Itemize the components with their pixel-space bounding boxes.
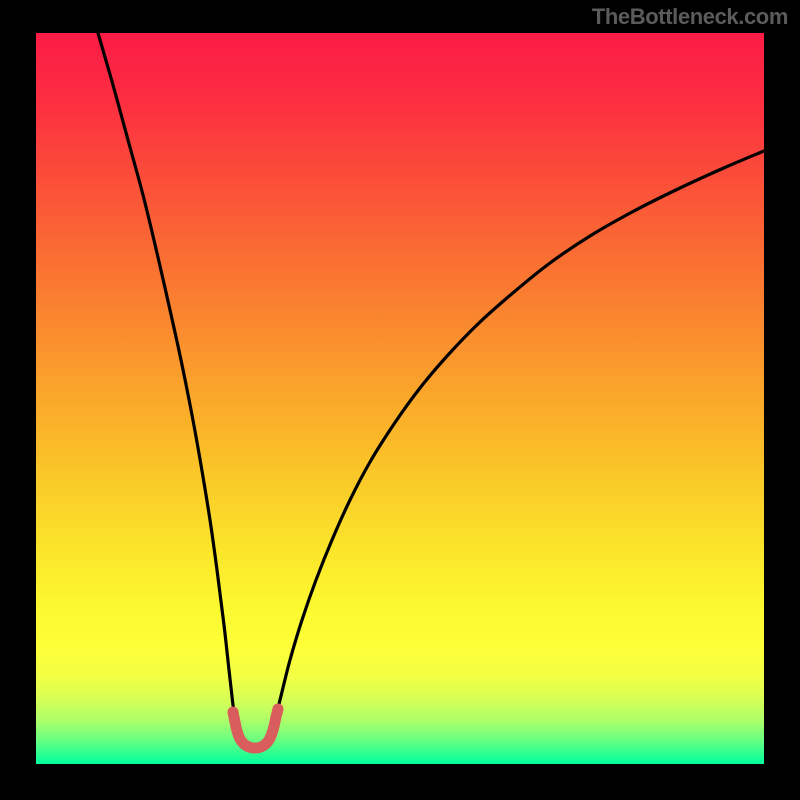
watermark-text: TheBottleneck.com — [592, 4, 788, 30]
chart-container: TheBottleneck.com — [0, 0, 800, 800]
bottleneck-chart — [0, 0, 800, 800]
plot-background — [36, 33, 764, 764]
